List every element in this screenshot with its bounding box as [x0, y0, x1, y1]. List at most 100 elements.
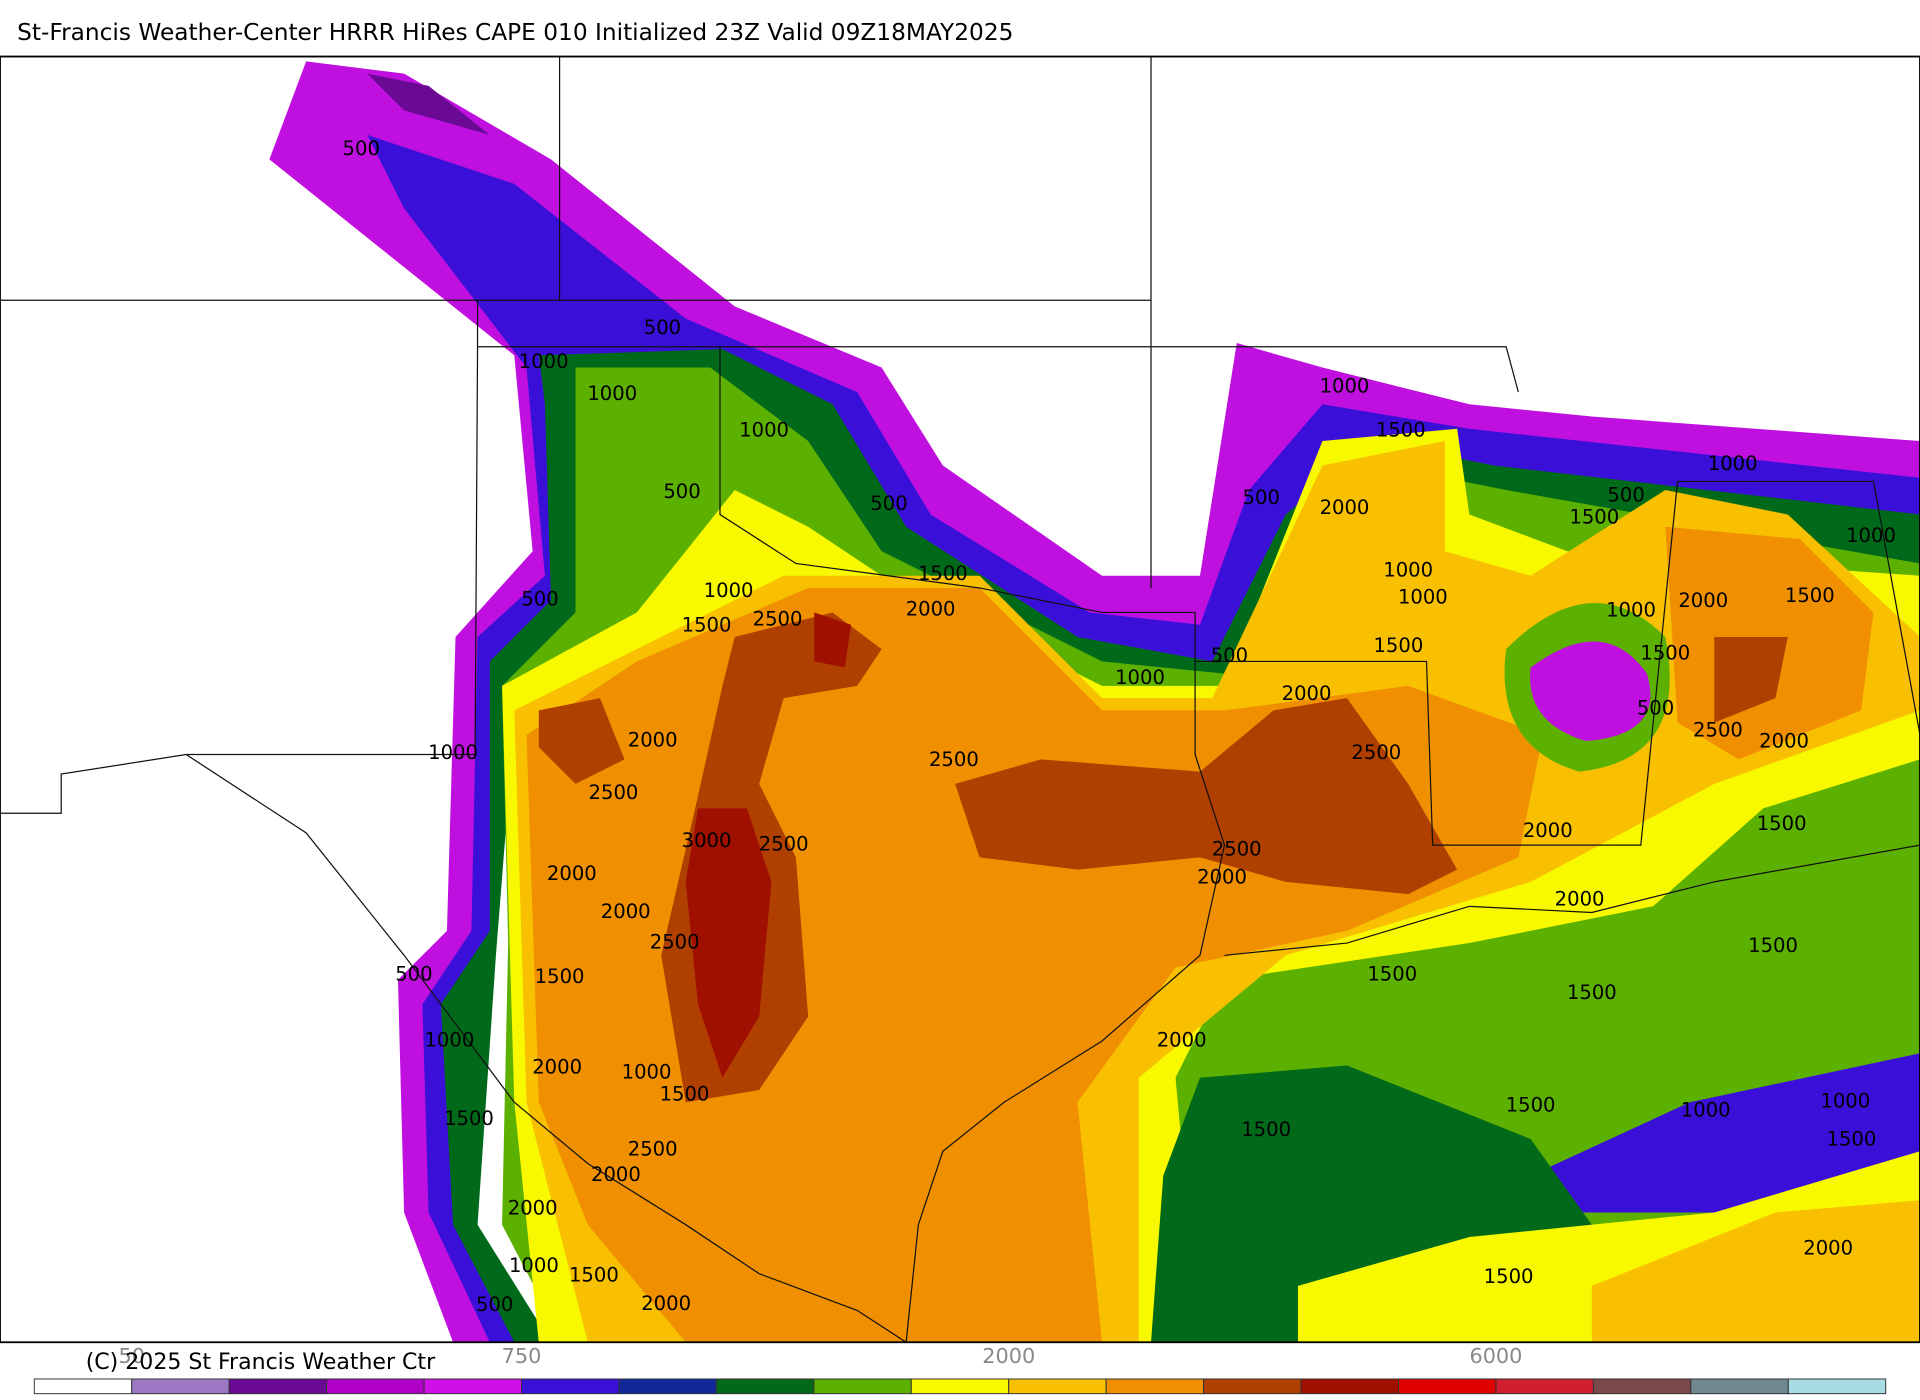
colorbar-swatch [1495, 1378, 1594, 1395]
contour-label: 1500 [1640, 642, 1690, 665]
contour-label: 1000 [1820, 1090, 1870, 1113]
map-frame [0, 55, 1920, 1344]
green-south [1151, 1065, 1592, 1343]
contour-label: 2000 [1197, 866, 1247, 889]
colorbar-tick-label: 50 [118, 1344, 144, 1368]
contour-label: 3000 [682, 829, 732, 852]
colorbar-swatch [228, 1378, 328, 1395]
contour-label: 2000 [1803, 1237, 1853, 1260]
contour-label: 2500 [1693, 719, 1743, 742]
gold-south [1591, 1200, 1920, 1343]
colorbar-swatch [33, 1378, 133, 1395]
contour-label: 500 [521, 588, 558, 611]
contour-label: 1000 [587, 382, 637, 405]
contour-label: 2000 [1157, 1029, 1207, 1052]
contour-label: 2500 [1212, 837, 1262, 860]
contour-label: 1500 [1484, 1265, 1534, 1288]
colorbar-swatch [1008, 1378, 1107, 1395]
contour-label: 1000 [704, 579, 754, 602]
contour-label: 1000 [739, 419, 789, 442]
contour-label: 1500 [1569, 506, 1619, 529]
colorbar-swatch [1300, 1378, 1399, 1395]
contour-label: 1000 [622, 1060, 672, 1083]
contour-label: 1500 [1506, 1093, 1556, 1116]
contour-label: 1500 [1367, 962, 1417, 985]
contour-label: 2000 [628, 729, 678, 752]
blue-swirl [1530, 1053, 1920, 1213]
contour-label: 2500 [628, 1138, 678, 1161]
contour-label: 1500 [1827, 1128, 1877, 1151]
colorbar-swatch [618, 1378, 717, 1395]
contour-label: 2000 [641, 1292, 691, 1315]
contour-label: 1000 [1115, 666, 1165, 689]
colorbar-swatch [715, 1378, 815, 1395]
contour-label: 500 [395, 962, 432, 985]
contour-label: 2500 [650, 931, 700, 954]
purple-north [367, 73, 490, 135]
contour-label: 2000 [1678, 589, 1728, 612]
colorbar-swatch [423, 1378, 522, 1395]
contour-label: 500 [644, 316, 681, 339]
contour-label: 1500 [660, 1082, 710, 1105]
colorbar-tick-label: 750 [502, 1344, 542, 1368]
contour-label: 500 [476, 1293, 513, 1316]
contour-label: 1000 [1383, 558, 1433, 581]
state-border [1151, 346, 1519, 393]
state-border [0, 346, 479, 814]
contour-label: 2000 [1320, 496, 1370, 519]
contour-label: 2000 [532, 1055, 582, 1078]
state-border [719, 346, 1196, 755]
contour-label: 1500 [1241, 1118, 1291, 1141]
colorbar-swatch [1105, 1378, 1205, 1395]
contour-label: 1500 [682, 613, 732, 636]
contour-label: 2500 [753, 607, 803, 630]
contour-label: 1000 [1320, 375, 1370, 398]
colorbar-swatch [326, 1378, 425, 1395]
contour-label: 1000 [1398, 585, 1448, 608]
contour-label: 1500 [535, 965, 585, 988]
contour-label: 2000 [1282, 682, 1332, 705]
contour-label: 2000 [906, 598, 956, 621]
borders [0, 56, 1920, 1343]
colorbar-tick-label: 6000 [1469, 1344, 1522, 1368]
contour-label: 1500 [918, 562, 968, 585]
map-title: St-Francis Weather-Center HRRR HiRes CAP… [17, 19, 1013, 46]
cape-field [269, 61, 1920, 1343]
contour-label: 1500 [1757, 812, 1807, 835]
contour-label: 500 [343, 137, 380, 160]
contour-label: 1000 [509, 1254, 559, 1277]
colorbar-tick-label: 2000 [982, 1344, 1035, 1368]
contour-label: 2500 [589, 781, 639, 804]
contour-label: 1000 [1708, 452, 1758, 475]
contour-label: 1000 [424, 1029, 474, 1052]
contour-label: 2000 [591, 1163, 641, 1186]
contour-label: 2500 [929, 748, 979, 771]
magenta-core [1530, 641, 1651, 742]
contour-label: 1500 [444, 1107, 494, 1130]
contour-label: 2500 [759, 833, 809, 856]
contour-label: 1000 [1606, 599, 1656, 622]
contour-label: 2000 [547, 862, 597, 885]
colorbar-swatch [1592, 1378, 1692, 1395]
contour-label: 2500 [1351, 741, 1401, 764]
contour-label: 500 [1211, 644, 1248, 667]
contour-label: 1000 [1681, 1098, 1731, 1121]
colorbar-swatch [813, 1378, 912, 1395]
contour-label: 500 [663, 480, 700, 503]
rust-patch [955, 698, 1458, 895]
gulf-coast [1224, 844, 1920, 956]
colorbar-swatch [1690, 1378, 1789, 1395]
colorbar-swatch [1398, 1378, 1497, 1395]
colorbar-swatch [521, 1378, 620, 1395]
colorbar-swatch [1787, 1378, 1887, 1395]
contour-label: 1000 [519, 350, 569, 373]
colorbar: 50 750 2000 6000 [33, 1344, 1887, 1395]
contour-label: 500 [1607, 484, 1644, 507]
contour-label: 2000 [601, 900, 651, 923]
contour-label: 2000 [1555, 888, 1605, 911]
contour-label: 1500 [1567, 981, 1617, 1004]
colorbar-swatch [131, 1378, 230, 1395]
